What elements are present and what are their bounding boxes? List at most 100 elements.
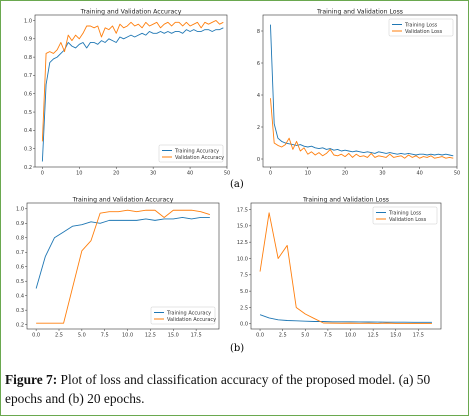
chart-3-xtick-label: 10.0	[345, 333, 356, 339]
chart-1-ytick-label: 6	[257, 61, 260, 67]
chart-0-ytick-label: 0.3	[24, 146, 32, 152]
chart-0-ytick-label: 1.0	[24, 18, 32, 24]
chart-3-series-train	[259, 314, 432, 323]
chart-3-xtick-label: 0.0	[256, 333, 264, 339]
chart-2-xtick-label: 0.0	[32, 333, 40, 339]
chart-accuracy-50: Training and Validation Accuracy 0 10 20 30 4…	[19, 7, 231, 177]
chart-3-ytick-label: 2.5	[240, 305, 248, 311]
chart-2-xtick-label: 7.5	[101, 333, 109, 339]
chart-1-ytick-label: 0	[257, 157, 260, 163]
chart-0-ytick-label: 0.7	[24, 73, 32, 79]
chart-3-legend-box	[372, 206, 438, 225]
chart-2-xtick-label: 10.0	[122, 333, 133, 339]
chart-2-legend-label: Validation Accuracy	[167, 317, 216, 323]
chart-3-axes-frame	[250, 202, 442, 330]
chart-2-ytick-label: 0.4	[16, 293, 24, 299]
panel-label-b: (b)	[230, 343, 245, 354]
chart-2-ytick-label: 0.5	[16, 279, 24, 285]
chart-1-xtick-label: 30	[379, 171, 385, 177]
chart-loss-20-svg: Training and Validation Loss 0.0 2.5 5.0 7.5…	[237, 197, 442, 339]
chart-0-ytick-label: 0.2	[24, 165, 32, 171]
chart-1-series-train	[270, 24, 454, 157]
chart-2-series-val	[36, 209, 210, 324]
chart-1-legend-label: Training Loss	[404, 22, 438, 28]
chart-accuracy-20-svg: Training and Validation Accuracy 0.0 2.5 5.…	[16, 197, 220, 339]
chart-0-ytick-label: 0.9	[24, 37, 32, 43]
chart-loss-50-svg: Training and Validation Loss 0 10 20 30 40 50 0…	[257, 9, 460, 177]
panel-label-a: (a)	[230, 179, 244, 190]
chart-3-series-val	[259, 212, 432, 324]
chart-3-ytick-label: 10.0	[237, 256, 248, 262]
chart-0-xtick-label: 30	[150, 171, 156, 177]
chart-1-legend-box	[388, 18, 454, 37]
chart-3-title: Training and Validation Loss	[302, 197, 389, 204]
chart-1-xtick-label: 20	[342, 171, 348, 177]
chart-2-axes-frame	[26, 202, 220, 330]
chart-2-title: Training and Validation Accuracy	[72, 197, 174, 204]
chart-2-ytick-label: 0.8	[16, 236, 24, 242]
chart-3-legend-label: Training Loss	[388, 210, 422, 216]
chart-1-legend-label: Validation Loss	[405, 29, 443, 35]
chart-1-xtick-label: 0	[269, 171, 272, 177]
chart-3-ytick-label: 15.0	[237, 224, 248, 230]
chart-0-axes-frame	[34, 14, 228, 168]
chart-loss-20: Training and Validation Loss 0.0 2.5 5.0 7.5…	[233, 195, 445, 341]
chart-1-title: Training and Validation Loss	[316, 9, 403, 16]
chart-3-ytick-label: 7.5	[240, 273, 248, 279]
chart-loss-50: Training and Validation Loss 0 10 20 30 40 50 0…	[251, 7, 461, 177]
chart-0-xtick-label: 0	[41, 171, 44, 177]
chart-3-xtick-label: 5.0	[301, 333, 309, 339]
chart-2-xtick-label: 5.0	[78, 333, 86, 339]
chart-3-xtick-label: 12.5	[368, 333, 379, 339]
chart-1-ytick-label: 8	[257, 29, 260, 35]
chart-2-legend-label: Training Accuracy	[166, 310, 211, 316]
chart-2-series-train	[35, 217, 210, 289]
chart-2-xtick-label: 2.5	[55, 333, 63, 339]
chart-1-ytick-label: 2	[257, 125, 260, 131]
chart-0-legend-box	[158, 144, 224, 163]
chart-2-ytick-label: 0.9	[16, 221, 24, 227]
chart-1-xtick-label: 10	[305, 171, 311, 177]
chart-3-ytick-label: 17.5	[237, 207, 248, 213]
chart-0-legend-label: Validation Accuracy	[175, 155, 224, 161]
chart-0-ytick-label: 0.8	[24, 55, 32, 61]
figure-caption: Figure 7: Plot of loss and classificatio…	[5, 370, 465, 408]
chart-0-title: Training and Validation Accuracy	[80, 9, 182, 16]
chart-2-legend-box	[150, 306, 216, 325]
chart-0-xtick-label: 40	[187, 171, 193, 177]
chart-2-ytick-label: 0.2	[16, 322, 24, 328]
chart-0-legend-label: Training Accuracy	[174, 148, 219, 154]
chart-0-xtick-label: 20	[113, 171, 119, 177]
chart-1-axes-frame	[262, 14, 458, 168]
chart-0-ytick-label: 0.4	[24, 128, 32, 134]
chart-3-legend-label: Validation Loss	[389, 217, 427, 223]
chart-2-ytick-label: 1.0	[16, 207, 24, 213]
chart-0-xtick-label: 50	[224, 171, 230, 177]
chart-3-xtick-label: 2.5	[279, 333, 287, 339]
chart-3-ytick-label: 0.0	[240, 322, 248, 328]
chart-1-series-val	[270, 98, 454, 159]
chart-3-xtick-label: 15.0	[390, 333, 401, 339]
chart-1-xtick-label: 50	[454, 171, 460, 177]
chart-2-xtick-label: 17.5	[191, 333, 202, 339]
chart-3-xtick-label: 7.5	[324, 333, 332, 339]
chart-1-xtick-label: 40	[417, 171, 423, 177]
chart-2-ytick-label: 0.3	[16, 308, 24, 314]
chart-2-xtick-label: 12.5	[145, 333, 156, 339]
chart-accuracy-50-svg: Training and Validation Accuracy 0 10 20 30 4…	[24, 9, 230, 177]
chart-0-ytick-label: 0.5	[24, 110, 32, 116]
chart-3-ytick-label: 12.5	[237, 240, 248, 246]
chart-3-xtick-label: 17.5	[413, 333, 424, 339]
figure-caption-text: Plot of loss and classification accuracy…	[5, 372, 431, 406]
chart-0-series-val	[41, 20, 224, 142]
chart-accuracy-20: Training and Validation Accuracy 0.0 2.5 5.…	[11, 195, 223, 341]
chart-2-ytick-label: 0.6	[16, 265, 24, 271]
chart-1-ytick-label: 4	[257, 93, 260, 99]
chart-2-xtick-label: 15.0	[168, 333, 179, 339]
chart-0-ytick-label: 0.6	[24, 92, 32, 98]
chart-0-series-train	[41, 27, 224, 162]
